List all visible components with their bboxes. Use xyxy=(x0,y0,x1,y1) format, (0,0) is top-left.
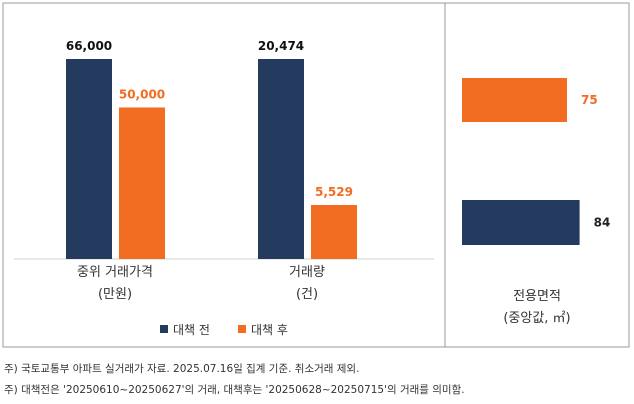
legend-label-after: 대책 후 xyxy=(251,322,288,337)
bar-before-0 xyxy=(66,59,112,259)
right-panel-value-labels: 75 84 xyxy=(581,93,610,230)
footnote-definition: 주) 대책전은 '20250610~20250627'의 거래, 대책후는 '2… xyxy=(4,384,465,396)
right-panel-title: 전용면적 (중앙값, ㎡) xyxy=(503,289,570,326)
hbar-after xyxy=(462,78,567,122)
value-label-before-1: 20,474 xyxy=(258,39,304,53)
category-label-0-line0: 중위 거래가격 xyxy=(77,265,153,280)
hbar-value-label-before: 84 xyxy=(594,216,611,230)
category-label-1-line1: (건) xyxy=(296,287,318,302)
hbar-before xyxy=(462,200,580,245)
left-panel-bars xyxy=(66,59,357,259)
bar-before-1 xyxy=(258,59,304,259)
left-panel-category-labels: 중위 거래가격 (만원) 거래량 (건) xyxy=(77,265,325,302)
category-label-1-line0: 거래량 xyxy=(289,265,325,280)
right-title-line0: 전용면적 xyxy=(513,289,561,304)
legend-swatch-before xyxy=(160,325,168,333)
legend: 대책 전 대책 후 xyxy=(160,322,288,337)
hbar-value-label-after: 75 xyxy=(581,93,598,107)
value-label-after-1: 5,529 xyxy=(315,185,353,199)
bar-after-0 xyxy=(119,107,165,259)
value-label-before-0: 66,000 xyxy=(66,39,112,53)
category-label-0-line1: (만원) xyxy=(98,287,132,302)
right-panel-bars xyxy=(462,78,580,245)
right-title-line1: (중앙값, ㎡) xyxy=(503,311,570,326)
legend-swatch-after xyxy=(238,325,246,333)
chart-canvas: 66,000 50,000 20,474 5,529 중위 거래가격 (만원) 거래량 (건… xyxy=(2,2,630,348)
legend-label-before: 대책 전 xyxy=(173,322,210,337)
bar-after-1 xyxy=(311,204,357,259)
value-label-after-0: 50,000 xyxy=(119,87,165,101)
left-panel-value-labels: 66,000 50,000 20,474 5,529 xyxy=(66,39,353,199)
footnote-source: 주) 국토교통부 아파트 실거래가 자료. 2025.07.16일 집계 기준.… xyxy=(4,363,360,375)
